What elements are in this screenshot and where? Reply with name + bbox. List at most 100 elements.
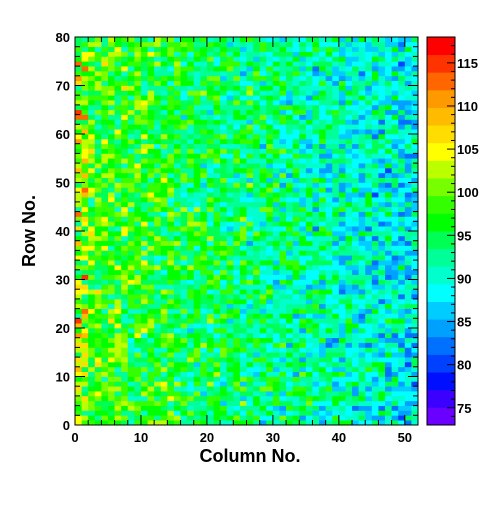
- heatmap-cell: [154, 182, 162, 188]
- heatmap-cell: [286, 279, 294, 285]
- heatmap-cell: [121, 134, 129, 140]
- heatmap-cell: [338, 51, 346, 57]
- heatmap-cell: [154, 221, 162, 227]
- heatmap-cell: [305, 197, 313, 203]
- heatmap-cell: [352, 245, 359, 251]
- heatmap-cell: [187, 366, 195, 372]
- heatmap-cell: [385, 167, 392, 174]
- heatmap-cell: [239, 420, 247, 426]
- heatmap-cell: [134, 95, 142, 101]
- heatmap-cell: [312, 61, 320, 67]
- heatmap-cell: [272, 90, 280, 96]
- heatmap-cell: [299, 264, 307, 271]
- heatmap-cell: [286, 352, 294, 358]
- heatmap-cell: [140, 255, 148, 261]
- heatmap-cell: [147, 37, 155, 43]
- heatmap-cell: [253, 182, 261, 188]
- colorbar-band: [427, 283, 455, 302]
- heatmap-cell: [411, 328, 419, 334]
- heatmap-cell: [75, 323, 82, 329]
- heatmap-cell: [187, 51, 195, 57]
- heatmap-cell: [385, 119, 392, 125]
- heatmap-cell: [352, 158, 359, 164]
- heatmap-cell: [259, 182, 267, 188]
- heatmap-cell: [365, 420, 373, 426]
- heatmap-cell: [332, 231, 340, 237]
- heatmap-cell: [378, 245, 386, 251]
- heatmap-cell: [371, 66, 379, 72]
- heatmap-cell: [279, 80, 287, 86]
- heatmap-cell: [213, 371, 221, 377]
- y-tick-label: 20: [56, 321, 70, 336]
- heatmap-cell: [371, 289, 379, 295]
- heatmap-cell: [206, 206, 214, 212]
- heatmap-cell: [292, 274, 300, 280]
- heatmap-cell: [305, 70, 313, 77]
- heatmap-cell: [286, 192, 294, 198]
- heatmap-cell: [101, 61, 109, 67]
- heatmap-cell: [312, 371, 320, 377]
- heatmap-cell: [107, 313, 115, 319]
- heatmap-cell: [154, 303, 162, 309]
- heatmap-cell: [352, 129, 359, 135]
- heatmap-cell: [272, 313, 280, 319]
- heatmap-cell: [233, 376, 241, 382]
- heatmap-cell: [180, 61, 188, 67]
- heatmap-cell: [127, 361, 135, 368]
- heatmap-cell: [147, 405, 155, 411]
- heatmap-cell: [200, 303, 208, 309]
- heatmap-cell: [140, 211, 148, 217]
- heatmap-cell: [319, 347, 327, 353]
- heatmap-cell: [312, 328, 320, 334]
- heatmap-cell: [345, 284, 353, 290]
- heatmap-cell: [213, 303, 221, 309]
- heatmap-cell: [279, 231, 287, 237]
- heatmap-cell: [391, 420, 399, 426]
- heatmap-cell: [220, 371, 228, 377]
- heatmap-cell: [154, 347, 162, 353]
- heatmap-cell: [272, 328, 280, 334]
- heatmap-cell: [114, 318, 122, 324]
- heatmap-cell: [107, 90, 115, 96]
- heatmap-cell: [332, 167, 340, 174]
- heatmap-cell: [259, 371, 267, 377]
- heatmap-cell: [167, 410, 175, 416]
- heatmap-cell: [279, 37, 287, 43]
- heatmap-cell: [180, 177, 188, 183]
- heatmap-cell: [266, 410, 274, 416]
- heatmap-cell: [266, 342, 274, 348]
- heatmap-cell: [332, 51, 340, 57]
- heatmap-cell: [279, 420, 287, 426]
- heatmap-cell: [220, 381, 228, 387]
- heatmap-cell: [319, 357, 327, 363]
- heatmap-cell: [259, 41, 267, 48]
- heatmap-cell: [220, 264, 228, 271]
- heatmap-cell: [233, 366, 241, 372]
- heatmap-cell: [286, 255, 294, 261]
- heatmap-cell: [279, 279, 287, 285]
- heatmap-cell: [345, 109, 353, 115]
- heatmap-cell: [286, 143, 294, 149]
- heatmap-cell: [391, 216, 399, 222]
- heatmap-cell: [319, 182, 327, 188]
- heatmap-cell: [114, 386, 122, 392]
- heatmap-cell: [75, 255, 82, 261]
- heatmap-cell: [345, 352, 353, 358]
- heatmap-cell: [259, 328, 267, 334]
- heatmap-cell: [286, 167, 294, 174]
- heatmap-cell: [121, 328, 129, 334]
- heatmap-cell: [206, 410, 214, 416]
- heatmap-cell: [193, 226, 201, 232]
- heatmap-cell: [391, 361, 399, 368]
- heatmap-cell: [299, 70, 307, 77]
- heatmap-cell: [173, 70, 181, 77]
- heatmap-cell: [187, 56, 195, 62]
- heatmap-cell: [187, 163, 195, 169]
- heatmap-cell: [81, 342, 89, 348]
- heatmap-cell: [266, 357, 274, 363]
- heatmap-cell: [75, 90, 82, 96]
- heatmap-cell: [378, 337, 386, 343]
- heatmap-cell: [121, 90, 129, 96]
- heatmap-cell: [206, 284, 214, 290]
- heatmap-cell: [226, 201, 234, 208]
